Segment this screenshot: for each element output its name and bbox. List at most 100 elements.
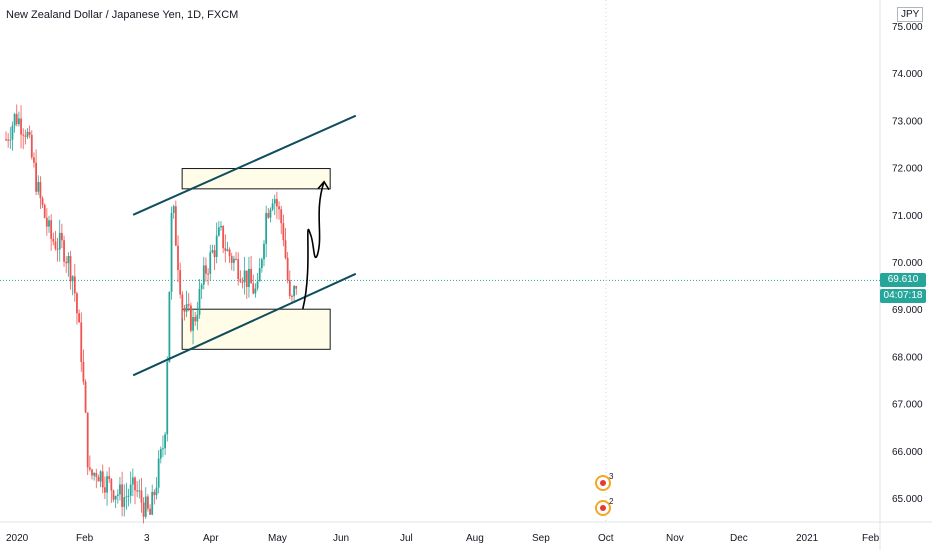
- resistance-zone: [181, 168, 331, 190]
- candle-body: [155, 487, 158, 496]
- candle-body: [286, 257, 289, 281]
- candle-body: [228, 249, 231, 257]
- candle-body: [196, 314, 199, 322]
- candle-body: [159, 448, 162, 459]
- candle-body: [82, 361, 85, 382]
- candle-body: [28, 131, 31, 135]
- candle-body: [22, 134, 25, 136]
- candle-body: [71, 276, 74, 282]
- candle-body: [80, 322, 83, 362]
- candle-body: [69, 255, 72, 282]
- candle-body: [207, 273, 209, 275]
- candle-body: [84, 381, 87, 413]
- x-tick-label: Jul: [400, 533, 413, 544]
- y-tick-label: 74.000: [892, 69, 923, 80]
- candle-body: [256, 281, 259, 289]
- candle-body: [76, 293, 78, 314]
- candle-body: [9, 139, 12, 141]
- currency-badge[interactable]: JPY: [897, 7, 924, 22]
- candle-body: [243, 270, 246, 283]
- candle-body: [254, 288, 257, 294]
- candle-body: [97, 476, 100, 482]
- countdown-tag: 04:07:18: [880, 289, 926, 304]
- candle-body: [209, 252, 212, 274]
- candle-body: [138, 490, 141, 492]
- candle-body: [237, 259, 240, 280]
- candle-body: [252, 283, 255, 294]
- candle-body: [260, 259, 263, 269]
- candle-body: [174, 206, 177, 246]
- candle-body: [230, 256, 233, 263]
- candle-body: [147, 496, 149, 509]
- candle-body: [170, 213, 173, 292]
- candle-body: [26, 131, 29, 137]
- candle-body: [198, 288, 201, 315]
- candle-body: [58, 232, 61, 250]
- channel-upper-line: [132, 114, 357, 216]
- candle-body: [123, 497, 126, 507]
- y-tick-label: 66.000: [892, 447, 923, 458]
- candle-body: [258, 268, 261, 282]
- candle-body: [295, 285, 298, 289]
- y-tick-label: 71.000: [892, 211, 923, 222]
- candle-body: [151, 491, 154, 515]
- candle-body: [11, 125, 14, 140]
- candle-body: [183, 308, 186, 312]
- candle-body: [110, 479, 113, 491]
- candle-body: [288, 280, 291, 296]
- event-marker-count: 2: [609, 497, 614, 506]
- candle-body: [190, 305, 192, 331]
- candle-body: [144, 496, 147, 517]
- candle-body: [168, 291, 171, 362]
- y-tick-label: 67.000: [892, 400, 923, 411]
- candle-body: [134, 477, 136, 491]
- candle-body: [233, 258, 235, 263]
- candle-body: [265, 213, 268, 244]
- x-tick-label: Jun: [333, 533, 349, 544]
- y-tick-label: 72.000: [892, 164, 923, 175]
- candle-body: [125, 496, 128, 498]
- candle-body: [43, 204, 46, 218]
- candle-body: [271, 203, 274, 210]
- candle-body: [41, 198, 44, 205]
- candle-body: [280, 209, 283, 224]
- candle-body: [179, 270, 182, 295]
- candle-body: [129, 484, 132, 496]
- candle-body: [78, 313, 80, 323]
- candle-body: [116, 494, 119, 496]
- projection-arrow: [301, 181, 325, 310]
- candle-body: [222, 225, 225, 249]
- candle-body: [215, 235, 218, 257]
- candle-body: [35, 162, 37, 192]
- candle-body: [200, 284, 203, 289]
- event-marker-dot: [600, 480, 606, 486]
- candle-body: [157, 458, 160, 488]
- candle-body: [5, 139, 7, 141]
- candle-body: [269, 209, 272, 218]
- candle-body: [33, 157, 35, 163]
- x-tick-label: Oct: [598, 533, 614, 544]
- x-tick-label: Feb: [76, 533, 94, 544]
- candle-body: [245, 270, 248, 287]
- candle-body: [93, 472, 96, 476]
- y-tick-label: 68.000: [892, 352, 923, 363]
- y-tick-label: 65.000: [892, 494, 923, 505]
- candle-body: [153, 491, 156, 496]
- candle-body: [276, 199, 278, 207]
- candle-body: [239, 279, 242, 282]
- candle-body: [162, 448, 164, 450]
- x-tick-label: 2020: [6, 533, 29, 544]
- candle-body: [192, 317, 194, 331]
- y-tick-label: 73.000: [892, 116, 923, 127]
- candle-body: [136, 490, 139, 492]
- chart-title: New Zealand Dollar / Japanese Yen, 1D, F…: [6, 9, 239, 21]
- candle-body: [205, 265, 207, 274]
- candle-body: [52, 238, 55, 242]
- candle-body: [291, 295, 293, 297]
- candle-body: [185, 304, 188, 312]
- candle-body: [104, 487, 106, 493]
- candle-body: [73, 276, 76, 294]
- x-tick-label: Sep: [532, 533, 550, 544]
- candle-body: [50, 220, 53, 239]
